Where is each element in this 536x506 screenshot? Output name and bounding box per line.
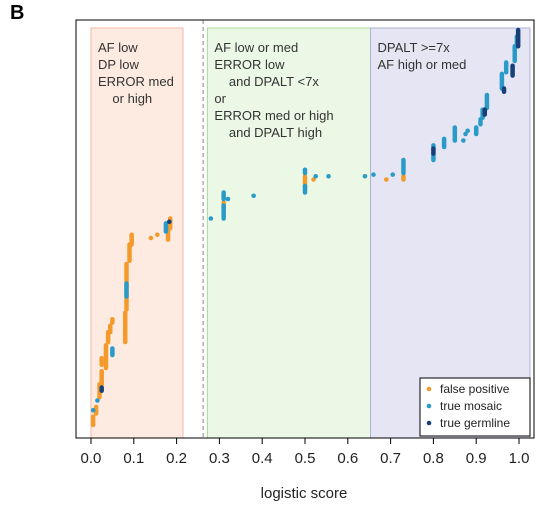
x-tick-label: 1.0	[509, 450, 530, 467]
x-tick-label: 0.5	[295, 450, 316, 467]
legend-label-true-germline: true germline	[440, 416, 510, 430]
legend-box	[419, 377, 531, 437]
true-mosaic-point	[313, 173, 319, 179]
region-mid-text: ERROR low	[214, 57, 285, 72]
x-tick-label: 0.7	[380, 450, 401, 467]
true-mosaic-point	[251, 193, 256, 199]
legend-marker-true-germline	[426, 420, 432, 426]
x-tick-label: 0.8	[423, 450, 444, 467]
true-mosaic-point	[90, 407, 96, 413]
region-mid-text: or	[214, 91, 226, 106]
true-mosaic-point	[371, 172, 376, 177]
region-mid-text: and DPALT high	[214, 125, 322, 140]
region-low-text: DP low	[98, 57, 140, 72]
true-mosaic-point	[225, 196, 231, 202]
true-mosaic-point	[362, 173, 368, 179]
x-axis-label: logistic score	[261, 485, 348, 502]
region-low-text: ERROR med	[98, 74, 174, 89]
true-mosaic-point	[326, 173, 331, 179]
region-mid	[206, 27, 371, 439]
false-positive-point	[384, 177, 389, 182]
legend-marker-false-positive	[426, 386, 432, 392]
true-germline-point	[167, 219, 172, 225]
region-mid-text: and DPALT <7x	[214, 74, 319, 89]
true-mosaic-point	[95, 398, 100, 403]
false-positive-point	[155, 232, 160, 238]
region-high	[369, 27, 531, 439]
legend-label-true-mosaic: true mosaic	[440, 399, 502, 413]
region-high-text: AF high or med	[377, 57, 466, 72]
x-tick-label: 0.6	[337, 450, 358, 467]
region-low-text: AF low	[98, 40, 138, 55]
panel-label: B	[10, 2, 25, 24]
false-positive-point	[148, 235, 154, 241]
region-low-text: or high	[98, 91, 152, 106]
legend: false positive true mosaic true germline	[419, 377, 531, 437]
region-high-text: DPALT >=7x	[377, 40, 450, 55]
marks-layer	[90, 27, 521, 428]
region-mid-text: AF low or med	[214, 40, 298, 55]
x-tick-label: 0.0	[81, 450, 102, 467]
x-tick-label: 0.3	[209, 450, 230, 467]
true-mosaic-point	[463, 131, 468, 137]
x-tick-label: 0.1	[123, 450, 144, 467]
x-tick-label: 0.9	[466, 450, 487, 467]
true-mosaic-point	[461, 138, 466, 143]
region-mid-text: ERROR med or high	[214, 108, 333, 123]
legend-marker-true-mosaic	[426, 403, 432, 409]
regions-layer: AF low DP low ERROR med or high AF low or m…	[90, 27, 531, 439]
x-tick-label: 0.2	[166, 450, 187, 467]
true-mosaic-point	[390, 172, 396, 177]
x-axis: 0.0 0.1 0.2 0.3 0.4 0.5 0.6 0.7 0.8 0.9 1.0	[81, 438, 530, 467]
legend-label-false-positive: false positive	[440, 382, 510, 396]
false-positive-point	[311, 177, 316, 182]
x-tick-label: 0.4	[252, 450, 273, 467]
true-mosaic-point	[465, 128, 470, 134]
true-mosaic-point	[208, 216, 214, 221]
